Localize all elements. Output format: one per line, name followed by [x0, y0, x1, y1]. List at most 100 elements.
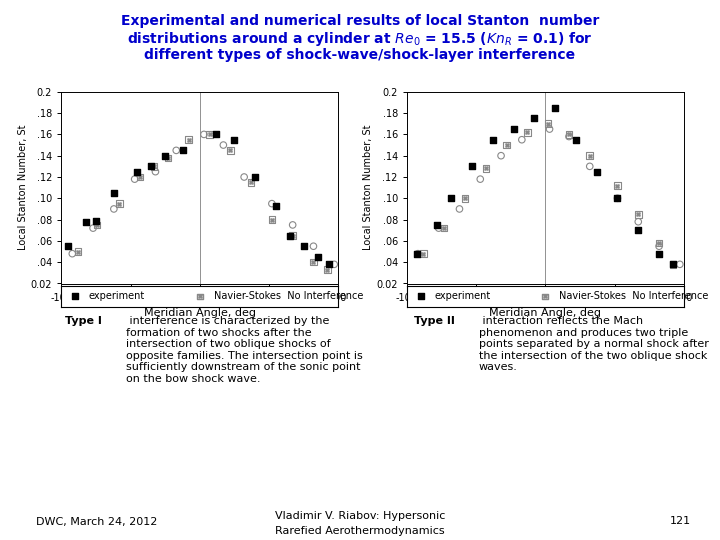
- Point: [412, 249, 423, 258]
- Point: [584, 162, 595, 171]
- Point: [540, 292, 552, 301]
- Point: [544, 125, 555, 133]
- Point: [108, 205, 120, 213]
- Point: [145, 162, 157, 171]
- Point: [171, 146, 182, 154]
- Text: Type I: Type I: [65, 316, 102, 326]
- Point: [66, 249, 78, 258]
- Text: Experimental and numerical results of local Stanton  number: Experimental and numerical results of lo…: [121, 14, 599, 28]
- Text: Vladimir V. Riabov: Hypersonic: Vladimir V. Riabov: Hypersonic: [275, 511, 445, 521]
- Point: [284, 231, 296, 240]
- Point: [72, 247, 84, 256]
- Point: [612, 181, 624, 190]
- Point: [148, 162, 160, 171]
- Point: [298, 242, 310, 251]
- Point: [516, 136, 528, 144]
- Point: [108, 188, 120, 197]
- Text: 121: 121: [670, 516, 691, 526]
- Point: [433, 224, 444, 232]
- Point: [312, 253, 323, 261]
- Point: [653, 242, 665, 251]
- Point: [129, 175, 140, 184]
- Point: [521, 128, 533, 137]
- Point: [495, 151, 507, 160]
- Point: [246, 178, 257, 187]
- Point: [410, 249, 422, 258]
- Point: [177, 146, 189, 154]
- Point: [63, 242, 74, 251]
- Point: [632, 226, 644, 234]
- Point: [307, 258, 319, 267]
- Point: [270, 201, 282, 210]
- X-axis label: Meridian Angle, deg: Meridian Angle, deg: [490, 308, 601, 318]
- Text: different types of shock-wave/shock-layer interference: different types of shock-wave/shock-laye…: [145, 48, 575, 62]
- Point: [323, 260, 335, 268]
- Point: [563, 130, 575, 139]
- Point: [135, 173, 146, 181]
- Text: experiment: experiment: [89, 292, 145, 301]
- Point: [266, 199, 278, 208]
- Text: Navier-Stokes  No Interference: Navier-Stokes No Interference: [214, 292, 363, 301]
- Point: [632, 210, 644, 219]
- Point: [674, 260, 685, 268]
- Point: [162, 153, 174, 162]
- Text: interaction reflects the Mach
phenomenon and produces two triple
points separate: interaction reflects the Mach phenomenon…: [479, 316, 708, 372]
- Point: [415, 292, 426, 301]
- Point: [183, 136, 194, 144]
- Point: [328, 260, 340, 268]
- Text: experiment: experiment: [435, 292, 491, 301]
- Point: [612, 194, 624, 202]
- Point: [287, 231, 298, 240]
- Point: [542, 119, 554, 128]
- Point: [90, 217, 102, 225]
- Text: Navier-Stokes  No Interference: Navier-Stokes No Interference: [559, 292, 708, 301]
- Point: [307, 242, 319, 251]
- Text: interference is characterized by the
formation of two shocks after the
intersect: interference is characterized by the for…: [126, 316, 363, 384]
- Point: [81, 218, 92, 226]
- Point: [591, 167, 603, 176]
- Point: [132, 167, 143, 176]
- Point: [322, 265, 333, 274]
- Point: [225, 146, 236, 154]
- Point: [632, 218, 644, 226]
- Point: [198, 130, 210, 139]
- Point: [87, 224, 99, 232]
- Point: [229, 136, 240, 144]
- Text: Type II: Type II: [414, 316, 455, 326]
- Point: [584, 151, 595, 160]
- X-axis label: Meridian Angle, deg: Meridian Angle, deg: [144, 308, 256, 318]
- Point: [549, 104, 561, 112]
- Point: [667, 260, 679, 268]
- Point: [217, 141, 229, 150]
- Point: [287, 221, 298, 230]
- Point: [114, 199, 125, 208]
- Point: [69, 292, 81, 301]
- Point: [480, 164, 492, 173]
- Point: [487, 136, 498, 144]
- Text: distributions around a cylinder at $\mathit{Re}_0$ = 15.5 ($\mathit{Kn}_R$ = 0.1: distributions around a cylinder at $\mat…: [127, 30, 593, 48]
- Point: [438, 224, 450, 232]
- Point: [194, 292, 206, 301]
- Point: [570, 136, 582, 144]
- Point: [528, 114, 540, 123]
- Point: [159, 151, 171, 160]
- Text: Rarefied Aerothermodynamics: Rarefied Aerothermodynamics: [275, 525, 445, 536]
- Point: [653, 239, 665, 247]
- Point: [431, 221, 443, 230]
- Point: [266, 215, 278, 224]
- Y-axis label: Local Stanton Number, St: Local Stanton Number, St: [18, 125, 28, 251]
- Point: [474, 175, 486, 184]
- Point: [211, 130, 222, 139]
- Point: [667, 260, 679, 268]
- Point: [454, 205, 465, 213]
- Point: [612, 194, 624, 202]
- Point: [653, 249, 665, 258]
- Point: [508, 125, 519, 133]
- Y-axis label: Local Stanton Number, St: Local Stanton Number, St: [364, 125, 374, 251]
- Point: [250, 173, 261, 181]
- Point: [150, 167, 161, 176]
- Point: [459, 194, 471, 202]
- Point: [563, 132, 575, 141]
- Text: DWC, March 24, 2012: DWC, March 24, 2012: [36, 516, 158, 526]
- Point: [91, 221, 103, 230]
